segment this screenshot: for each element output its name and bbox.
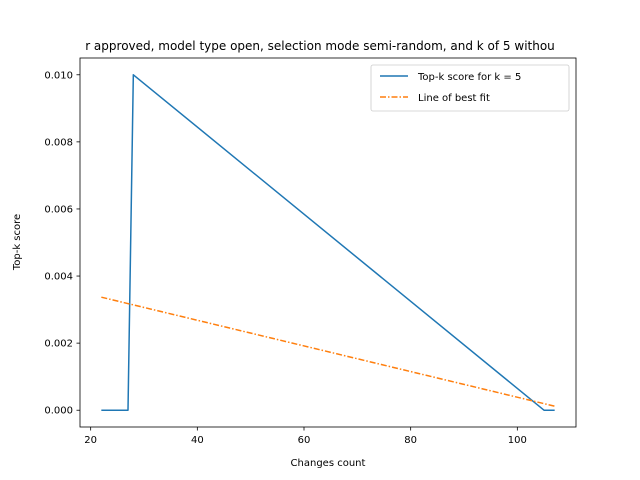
series-layer <box>101 74 555 411</box>
x-tick-label: 100 <box>508 435 527 446</box>
chart-title: r approved, model type open, selection m… <box>85 39 555 53</box>
plot-area <box>79 57 577 428</box>
series-line-fit <box>101 296 555 407</box>
y-tick-label: 0.008 <box>44 137 73 148</box>
series-line-topk <box>101 74 555 411</box>
x-axis-label: Changes count <box>291 458 366 469</box>
x-tick-label: 40 <box>191 435 204 446</box>
y-tick-label: 0.006 <box>44 204 73 215</box>
legend-label-fit: Line of best fit <box>418 93 490 104</box>
y-tick-label: 0.002 <box>44 339 73 350</box>
x-axis: 20 40 60 80 100 <box>84 427 527 446</box>
y-axis: 0.000 0.002 0.004 0.006 0.008 0.010 <box>44 70 80 417</box>
x-tick-label: 60 <box>298 435 311 446</box>
plot-frame <box>79 57 577 428</box>
legend-label-topk: Top-k score for k = 5 <box>417 72 521 83</box>
y-tick-label: 0.000 <box>44 406 73 417</box>
x-tick-label: 20 <box>84 435 97 446</box>
legend: Top-k score for k = 5 Line of best fit <box>370 64 570 112</box>
y-axis-label: Top-k score <box>12 214 23 271</box>
legend-box <box>370 64 570 112</box>
x-tick-label: 80 <box>404 435 417 446</box>
y-tick-label: 0.010 <box>44 70 73 81</box>
y-tick-label: 0.004 <box>44 272 73 283</box>
